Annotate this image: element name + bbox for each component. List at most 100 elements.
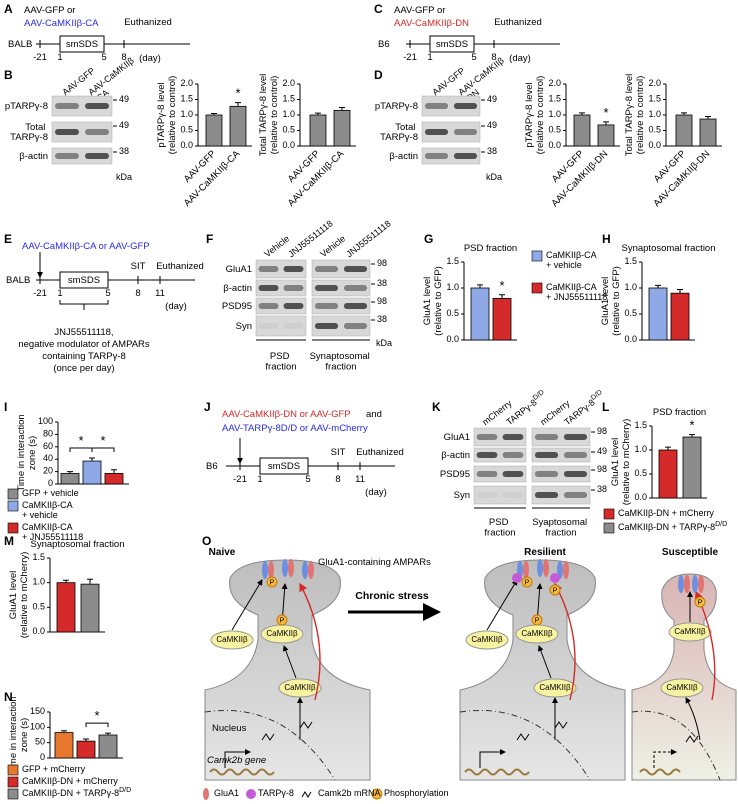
- panel-label: G: [424, 232, 433, 246]
- virus-label: AAV-CaMKIIβ-CA or AAV-GFP: [22, 241, 150, 252]
- y-axis-label: (relative to control): [635, 76, 646, 155]
- significance-bracket: [91, 447, 115, 452]
- marker-label: 49: [119, 94, 129, 104]
- y-tick-label: 1.0: [180, 109, 193, 119]
- y-tick-label: 2.0: [548, 78, 561, 88]
- panel-label: N: [4, 690, 13, 704]
- kinase-label: CaMKIIβ: [674, 627, 706, 636]
- y-tick-label: 0.5: [648, 125, 661, 135]
- y-tick-label: 1.0: [548, 109, 561, 119]
- phospho-label: P: [535, 617, 540, 624]
- phospho-label: P: [525, 579, 530, 586]
- y-tick-label: 1.0: [282, 109, 295, 119]
- y-tick-label: 1.0: [32, 577, 45, 587]
- marker-label: 38: [597, 484, 607, 494]
- blot-band: [534, 471, 559, 477]
- y-axis-label: Time in interaction: [8, 696, 19, 773]
- panel-label: M: [4, 534, 14, 548]
- phospho: [694, 596, 706, 608]
- blot-band: [343, 266, 368, 272]
- y-tick-label: 1.0: [634, 444, 647, 454]
- error-bar: [235, 102, 241, 107]
- error-bar: [665, 446, 671, 450]
- bar: [309, 114, 327, 147]
- error-bar: [211, 112, 217, 115]
- kinase-label: CaMKIIβ: [539, 683, 571, 692]
- marker-label: 49: [119, 120, 129, 130]
- day-label: 11: [155, 288, 165, 299]
- glua1: [543, 559, 549, 577]
- y-tick-label: 40: [43, 454, 53, 464]
- blot-strip: [311, 279, 371, 297]
- bar: [333, 109, 351, 147]
- blot-strip: [255, 279, 307, 297]
- legend-swatch: [7, 788, 19, 800]
- blot-strip: [51, 147, 113, 165]
- y-tick-label: 0.0: [32, 626, 45, 636]
- day-label: -21: [403, 52, 417, 63]
- day-label: 5: [471, 52, 476, 63]
- blot-strip: [421, 121, 481, 143]
- y-tick-label: 0.0: [548, 140, 561, 150]
- day-label: 11: [355, 474, 365, 485]
- error-bar: [655, 284, 661, 288]
- kinase: [210, 630, 254, 650]
- error-bar: [83, 738, 89, 742]
- blot-band: [283, 303, 304, 309]
- blot-band: [258, 285, 279, 291]
- marker-label: 38: [377, 314, 387, 324]
- significance: *: [100, 433, 105, 448]
- blot-band: [283, 323, 304, 329]
- note-line: containing TARPγ-8: [42, 351, 126, 362]
- y-tick-label: 1.5: [180, 94, 193, 104]
- virus-label: and: [366, 409, 382, 420]
- blot-band: [453, 103, 478, 109]
- y-tick-label: 150: [30, 706, 45, 716]
- bar: [76, 740, 96, 759]
- blot-band: [534, 434, 559, 440]
- legend-phospho: [371, 788, 383, 800]
- state-title: Susceptible: [662, 547, 719, 558]
- glua1: [684, 575, 690, 593]
- significance: *: [603, 105, 608, 120]
- row-label: PSD95: [440, 469, 470, 480]
- day-unit: (day): [509, 53, 531, 64]
- bar: [104, 473, 124, 485]
- mrna: [685, 735, 699, 743]
- arrow: [224, 749, 251, 768]
- y-axis-label: pTARPγ-8 level: [156, 82, 167, 147]
- day-label: 8: [135, 288, 140, 299]
- kinase-label: CaMKIIβ: [266, 629, 298, 638]
- y-tick-label: 0.5: [634, 468, 647, 478]
- transition-label: Chronic stress: [355, 590, 429, 602]
- y-tick-label: 50: [35, 737, 45, 747]
- marker-label: 38: [377, 278, 387, 288]
- blot-strip: [51, 95, 113, 117]
- row-label: β-actin: [389, 151, 418, 162]
- virus-label: AAV-CaMKIIβ-DN or AAV-GFP: [222, 409, 351, 420]
- blot-band: [314, 303, 339, 309]
- glua1: [678, 575, 684, 593]
- error-bar: [63, 579, 69, 583]
- y-tick-label: 20: [43, 466, 53, 476]
- y-tick-label: 100: [38, 416, 53, 426]
- kinase-label: CaMKIIβ: [521, 629, 553, 638]
- bar: [699, 118, 717, 147]
- marker-label: 38: [487, 146, 497, 156]
- fraction-label: PSD fraction: [265, 351, 296, 372]
- kinase-label: CaMKIIβ: [284, 683, 316, 692]
- panel-label: I: [4, 400, 7, 414]
- y-axis-label: GluA1 level: [610, 438, 621, 487]
- significance: *: [499, 278, 504, 293]
- row-label: GluA1: [444, 432, 470, 443]
- lane-label: Vehicle: [319, 234, 348, 260]
- blot-band: [55, 103, 79, 109]
- significance: *: [94, 709, 99, 724]
- error-bar: [677, 289, 683, 294]
- panel-label: K: [432, 400, 441, 414]
- day-label: 5: [101, 52, 106, 63]
- tarp: [550, 573, 560, 583]
- bar: [573, 114, 591, 147]
- y-axis-label: Time in interaction: [16, 414, 27, 491]
- arrow: [653, 749, 677, 768]
